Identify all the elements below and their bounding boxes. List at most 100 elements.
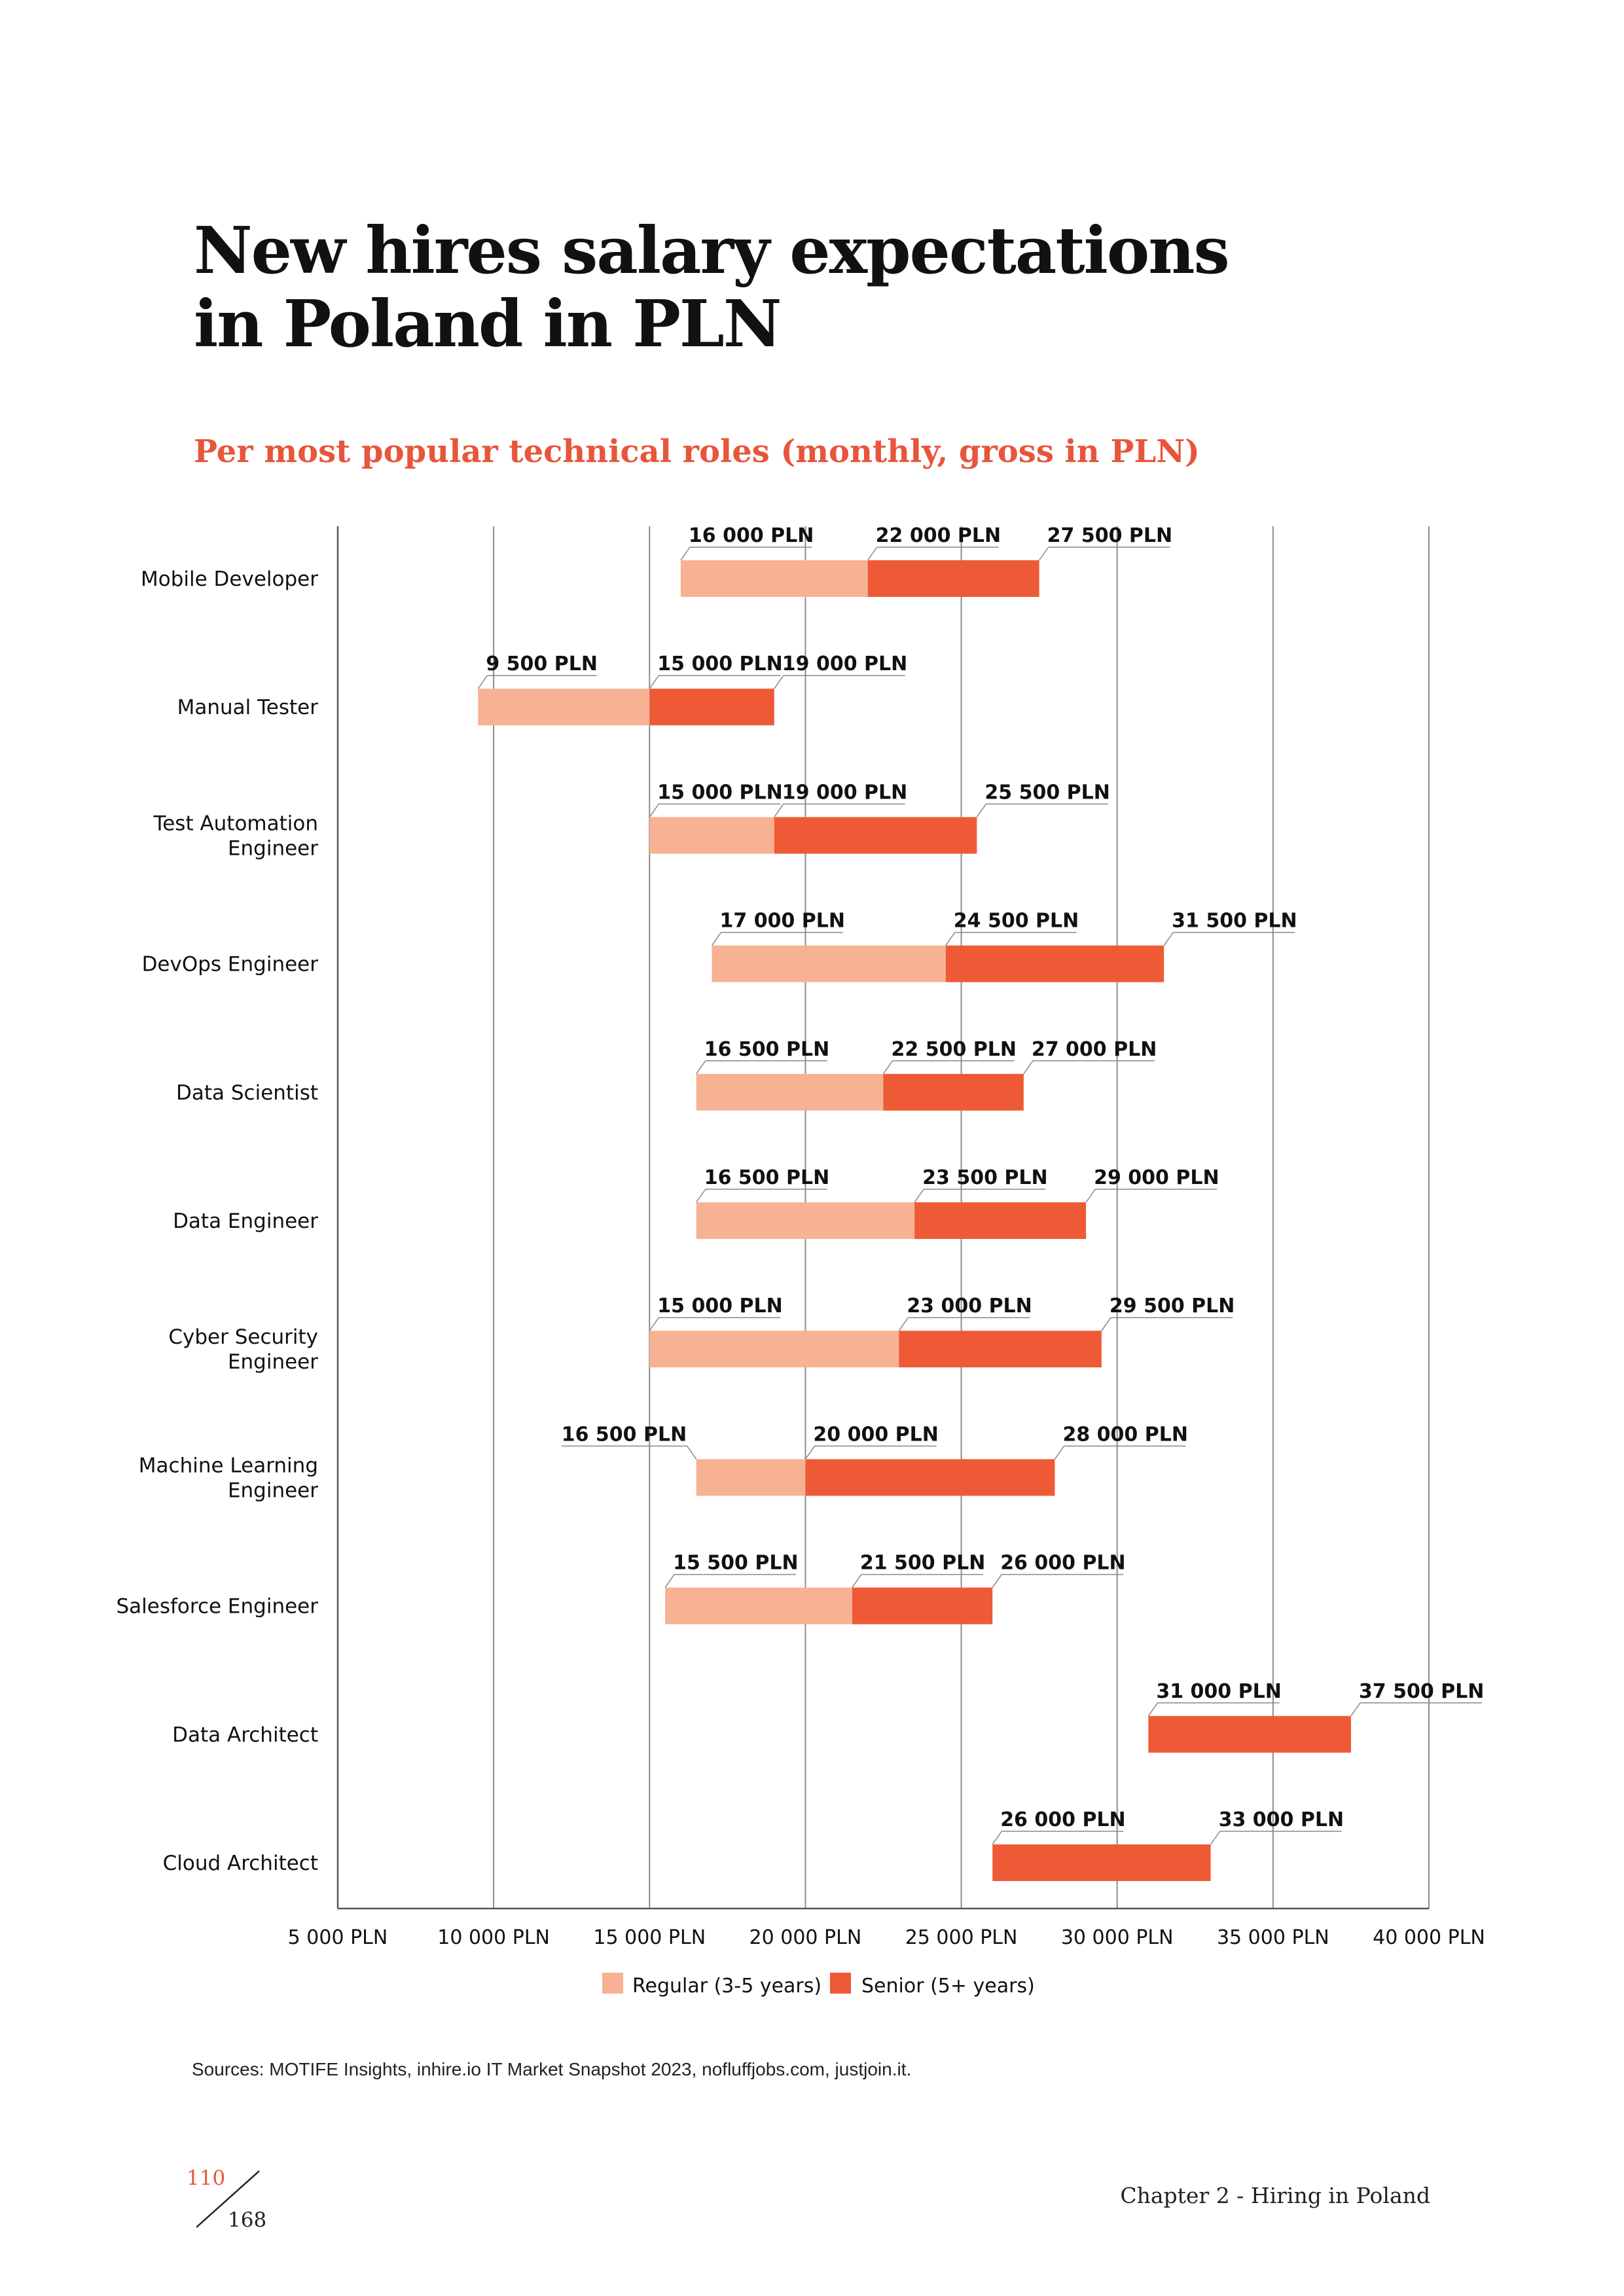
role-label: Cyber Security <box>168 1325 318 1349</box>
role-label: Data Scientist <box>176 1081 318 1105</box>
chart-subtitle: Per most popular technical roles (monthl… <box>194 433 1200 470</box>
value-leader-line <box>774 675 784 689</box>
value-label: 21 500 PLN <box>860 1552 985 1575</box>
value-label: 19 000 PLN <box>782 781 907 804</box>
legend-label-regular: Regular (3-5 years) <box>632 1975 821 1998</box>
x-tick-label: 20 000 PLN <box>749 1926 862 1949</box>
value-label: 17 000 PLN <box>720 910 845 933</box>
value-leader-line <box>1039 547 1049 561</box>
value-leader-line <box>696 1060 706 1075</box>
role-label: DevOps Engineer <box>142 953 319 977</box>
bar-regular <box>696 1073 884 1111</box>
x-tick-label: 10 000 PLN <box>437 1926 550 1949</box>
value-label: 33 000 PLN <box>1219 1808 1344 1831</box>
value-leader-line <box>1163 932 1174 946</box>
role-label: Engineer <box>228 1350 318 1374</box>
value-label: 22 500 PLN <box>892 1038 1017 1061</box>
sources-note: Sources: MOTIFE Insights, inhire.io IT M… <box>192 2059 912 2079</box>
bar-senior <box>992 1844 1211 1881</box>
bar-regular <box>696 1202 915 1239</box>
bar-senior <box>1148 1715 1351 1753</box>
page-divider-slash <box>196 2170 260 2228</box>
bar-regular <box>712 945 946 982</box>
value-leader-line <box>914 1189 924 1203</box>
value-leader-line <box>898 1317 909 1331</box>
bar-senior <box>805 1459 1055 1496</box>
x-tick-label: 30 000 PLN <box>1061 1926 1174 1949</box>
value-leader-line <box>804 1445 816 1460</box>
x-tick-label: 25 000 PLN <box>905 1926 1018 1949</box>
x-tick-label: 40 000 PLN <box>1373 1926 1485 1949</box>
value-label: 25 500 PLN <box>984 781 1110 804</box>
value-label: 19 000 PLN <box>782 653 907 675</box>
value-leader-line <box>1350 1702 1361 1717</box>
chapter-label: Chapter 2 - Hiring in Poland <box>1120 2183 1430 2208</box>
value-leader-line <box>992 1574 1002 1588</box>
value-leader-line <box>882 1060 893 1075</box>
value-label: 23 500 PLN <box>922 1166 1047 1189</box>
bar-regular <box>680 560 868 597</box>
bar-regular <box>665 1587 852 1624</box>
value-label: 27 000 PLN <box>1032 1038 1157 1061</box>
value-label: 15 500 PLN <box>673 1552 798 1575</box>
value-leader-line <box>945 932 956 946</box>
page-title-line-1: New hires salary expectations <box>194 213 1230 289</box>
legend-swatch-senior <box>830 1973 851 1994</box>
bar-senior <box>914 1202 1087 1239</box>
salary-range-chart: 5 000 PLN 10 000 PLN 15 000 PLN 20 000 PLN 2… <box>117 524 1485 1998</box>
value-leader-line <box>852 1574 862 1588</box>
x-tick-label: 5 000 PLN <box>288 1926 388 1949</box>
bar-senior <box>867 560 1039 597</box>
value-leader-line <box>477 675 488 689</box>
bar-senior <box>649 689 774 726</box>
value-label: 15 000 PLN <box>657 1295 782 1318</box>
value-label: 15 000 PLN <box>657 653 782 675</box>
bar-senior <box>852 1587 993 1624</box>
value-leader-line <box>1147 1702 1158 1717</box>
value-label: 22 000 PLN <box>876 524 1001 547</box>
page-number-current: 110 <box>187 2166 226 2190</box>
value-leader-line <box>649 1317 659 1331</box>
value-label: 28 000 PLN <box>1062 1423 1187 1446</box>
value-leader-line <box>867 547 878 561</box>
value-label: 9 500 PLN <box>486 653 598 675</box>
value-label: 15 000 PLN <box>657 781 782 804</box>
role-label: Mobile Developer <box>141 567 318 591</box>
bar-regular <box>478 689 650 726</box>
value-leader-line <box>1023 1060 1034 1075</box>
value-label: 24 500 PLN <box>954 910 1079 933</box>
x-tick-label: 15 000 PLN <box>593 1926 706 1949</box>
value-label: 26 000 PLN <box>1000 1552 1125 1575</box>
legend-swatch-regular <box>602 1973 623 1994</box>
bar-senior <box>899 1331 1102 1368</box>
bar-regular <box>649 1331 899 1368</box>
role-label: Engineer <box>228 1479 318 1502</box>
legend-label-senior: Senior (5+ years) <box>861 1975 1035 1998</box>
value-leader-line <box>687 1445 697 1460</box>
value-leader-line <box>664 1574 675 1588</box>
value-leader-line <box>649 803 659 817</box>
value-label: 29 500 PLN <box>1110 1295 1235 1318</box>
value-label: 16 500 PLN <box>562 1423 687 1446</box>
role-label: Engineer <box>228 836 318 860</box>
value-label: 16 500 PLN <box>704 1166 829 1189</box>
value-label: 27 500 PLN <box>1047 524 1172 547</box>
value-leader-line <box>992 1831 1002 1845</box>
value-label: 26 000 PLN <box>1000 1808 1125 1831</box>
value-leader-line <box>680 547 691 561</box>
page-number-total: 168 <box>228 2208 267 2232</box>
value-label: 16 000 PLN <box>689 524 814 547</box>
value-leader-line <box>649 675 659 689</box>
value-leader-line <box>1101 1317 1111 1331</box>
value-leader-line <box>774 803 784 817</box>
role-label: Test Automation <box>153 812 318 835</box>
role-label: Data Engineer <box>173 1210 318 1233</box>
value-label: 16 500 PLN <box>704 1038 829 1061</box>
value-label: 31 500 PLN <box>1172 910 1297 933</box>
bar-senior <box>945 945 1164 982</box>
value-label: 29 000 PLN <box>1094 1166 1219 1189</box>
role-label: Salesforce Engineer <box>117 1595 319 1619</box>
value-leader-line <box>696 1189 706 1203</box>
value-leader-line <box>1054 1445 1065 1460</box>
bar-regular <box>649 817 774 854</box>
